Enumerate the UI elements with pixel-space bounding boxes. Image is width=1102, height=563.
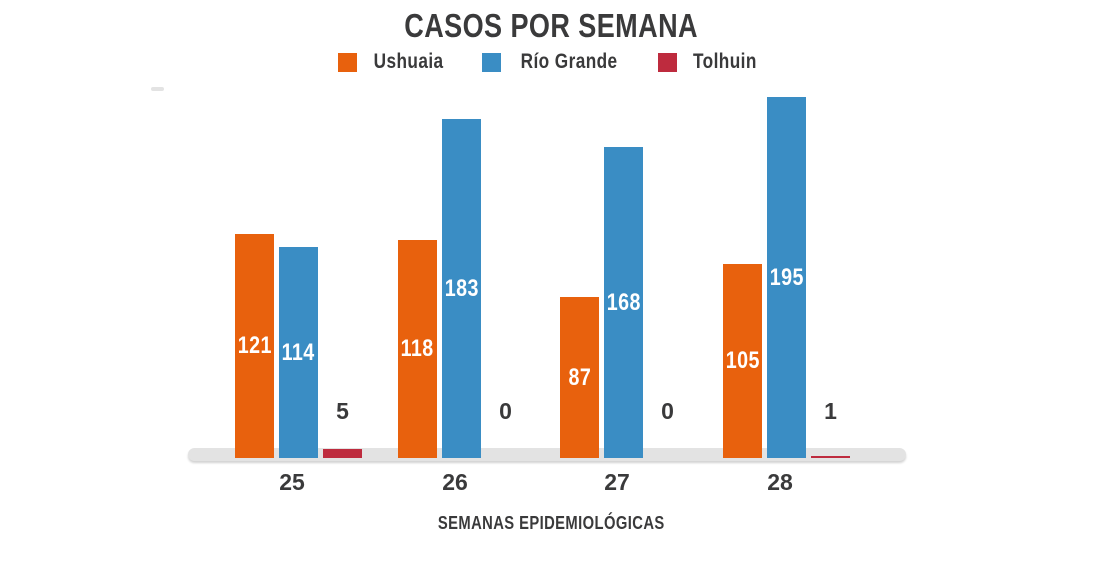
chart-title-text: CASOS POR SEMANA [404,7,698,44]
bar-ushuaia-week-25: 121 [235,234,274,458]
legend-swatch-rio-grande [481,52,501,72]
bar-value-tolhuin-week-27: 0 [661,398,674,424]
bar-ushuaia-week-28: 105 [723,264,762,458]
x-tick-week-25: 25 [279,469,305,495]
bar-value-r-o-grande-week-27: 168 [606,288,641,316]
legend-item-tolhuin: Tolhuin [657,50,764,74]
stray-axis-remnant [151,87,164,91]
bar-value-tolhuin-week-26: 0 [499,398,512,424]
bar-r-o-grande-week-26: 183 [442,119,481,458]
bar-value-ushuaia-week-27: 87 [568,363,591,391]
bar-value-r-o-grande-week-28: 195 [769,263,804,291]
legend-label-rio-grande: Río Grande [520,50,618,73]
bar-value-r-o-grande-week-25: 114 [282,338,315,366]
bar-value-tolhuin-week-28: 1 [824,398,837,424]
bar-value-tolhuin-week-25: 5 [336,398,349,424]
bar-r-o-grande-week-27: 168 [604,147,643,458]
chart-title: CASOS POR SEMANA [0,7,1102,45]
x-tick-week-26: 26 [442,469,468,495]
bar-ushuaia-week-27: 87 [560,297,599,458]
legend-label-tolhuin: Tolhuin [692,50,757,73]
bar-r-o-grande-week-28: 195 [767,97,806,458]
bar-r-o-grande-week-25: 114 [279,247,318,458]
x-tick-week-28: 28 [767,469,793,495]
bar-ushuaia-week-26: 118 [398,240,437,458]
legend-swatch-ushuaia [338,52,358,72]
legend-label-ushuaia: Ushuaia [374,50,444,73]
bar-value-ushuaia-week-26: 118 [401,335,434,362]
x-axis-title-text: SEMANAS EPIDEMIOLÓGICAS [437,513,665,533]
legend: Ushuaia Río Grande Tolhuin [0,50,1102,74]
x-tick-week-27: 27 [604,469,630,495]
bar-value-ushuaia-week-25: 121 [237,332,272,359]
bar-tolhuin-week-28 [811,456,850,458]
legend-item-ushuaia: Ushuaia [338,50,451,74]
bar-value-r-o-grande-week-26: 183 [444,274,479,302]
x-axis-title: SEMANAS EPIDEMIOLÓGICAS [0,513,1102,534]
bar-value-ushuaia-week-28: 105 [725,347,760,374]
bar-tolhuin-week-25 [323,449,362,458]
legend-swatch-tolhuin [657,52,677,72]
legend-item-rio-grande: Río Grande [481,50,628,74]
